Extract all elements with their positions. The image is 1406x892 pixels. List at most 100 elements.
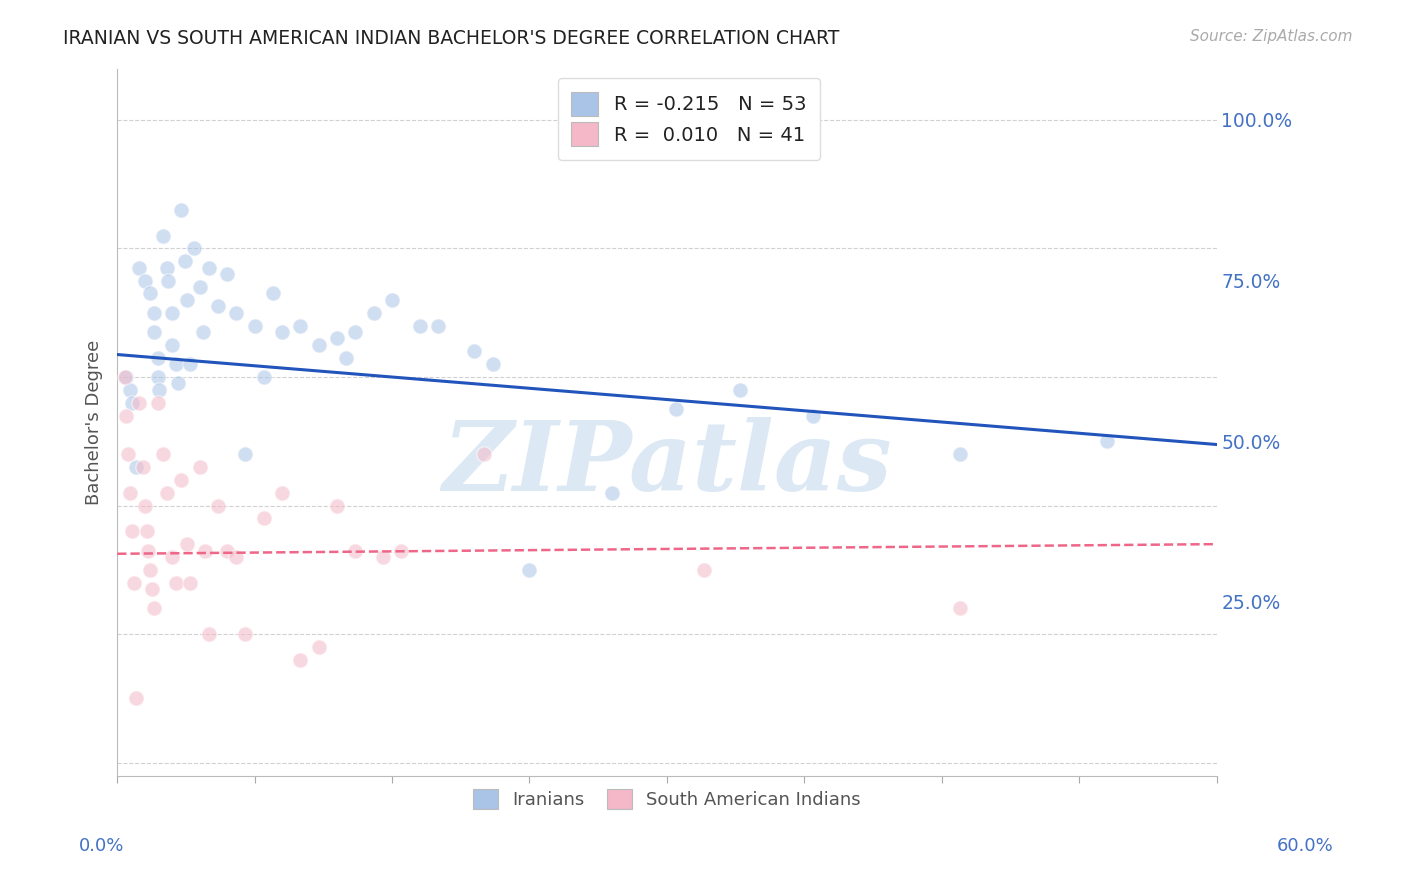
- Point: [335, 351, 357, 365]
- Point: [124, 691, 146, 706]
- Point: [179, 575, 201, 590]
- Point: [118, 485, 141, 500]
- Point: [600, 485, 623, 500]
- Point: [134, 274, 156, 288]
- Point: [692, 563, 714, 577]
- Point: [194, 543, 217, 558]
- Point: [308, 338, 330, 352]
- Point: [1095, 434, 1118, 449]
- Point: [139, 563, 162, 577]
- Point: [141, 582, 163, 596]
- Point: [363, 306, 385, 320]
- Point: [122, 575, 145, 590]
- Point: [253, 511, 276, 525]
- Point: [138, 543, 160, 558]
- Point: [198, 627, 221, 641]
- Point: [156, 485, 179, 500]
- Point: [344, 543, 367, 558]
- Point: [198, 260, 221, 275]
- Point: [243, 318, 266, 333]
- Point: [156, 260, 179, 275]
- Point: [160, 338, 183, 352]
- Point: [271, 325, 294, 339]
- Point: [949, 601, 972, 615]
- Point: [176, 293, 198, 307]
- Point: [170, 202, 193, 217]
- Point: [146, 370, 169, 384]
- Point: [170, 473, 193, 487]
- Point: [803, 409, 825, 423]
- Point: [389, 543, 412, 558]
- Point: [128, 395, 150, 409]
- Point: [519, 563, 541, 577]
- Point: [176, 537, 198, 551]
- Point: [174, 254, 197, 268]
- Point: [482, 357, 505, 371]
- Point: [124, 460, 146, 475]
- Text: ZIPatlas: ZIPatlas: [441, 417, 891, 511]
- Point: [165, 357, 187, 371]
- Point: [290, 318, 312, 333]
- Point: [134, 499, 156, 513]
- Point: [146, 395, 169, 409]
- Point: [160, 306, 183, 320]
- Point: [371, 549, 394, 564]
- Point: [179, 357, 201, 371]
- Point: [142, 325, 165, 339]
- Point: [253, 370, 276, 384]
- Point: [217, 543, 239, 558]
- Point: [146, 351, 169, 365]
- Point: [128, 260, 150, 275]
- Point: [142, 601, 165, 615]
- Point: [217, 267, 239, 281]
- Point: [463, 344, 485, 359]
- Point: [225, 306, 247, 320]
- Point: [262, 286, 284, 301]
- Point: [118, 383, 141, 397]
- Point: [344, 325, 367, 339]
- Point: [115, 370, 138, 384]
- Point: [193, 325, 215, 339]
- Point: [271, 485, 294, 500]
- Point: [472, 447, 495, 461]
- Point: [115, 409, 138, 423]
- Point: [665, 402, 688, 417]
- Point: [949, 447, 972, 461]
- Point: [142, 306, 165, 320]
- Point: [135, 524, 157, 539]
- Point: [225, 549, 247, 564]
- Point: [121, 524, 143, 539]
- Point: [148, 383, 170, 397]
- Point: [157, 274, 180, 288]
- Point: [165, 575, 187, 590]
- Point: [207, 299, 229, 313]
- Text: 0.0%: 0.0%: [79, 837, 124, 855]
- Point: [408, 318, 430, 333]
- Point: [152, 228, 174, 243]
- Legend: Iranians, South American Indians: Iranians, South American Indians: [465, 781, 868, 816]
- Point: [235, 447, 257, 461]
- Point: [326, 499, 349, 513]
- Point: [426, 318, 449, 333]
- Point: [207, 499, 229, 513]
- Point: [728, 383, 751, 397]
- Point: [326, 331, 349, 345]
- Text: IRANIAN VS SOUTH AMERICAN INDIAN BACHELOR'S DEGREE CORRELATION CHART: IRANIAN VS SOUTH AMERICAN INDIAN BACHELO…: [63, 29, 839, 47]
- Point: [132, 460, 155, 475]
- Y-axis label: Bachelor's Degree: Bachelor's Degree: [86, 339, 103, 505]
- Point: [381, 293, 404, 307]
- Point: [308, 640, 330, 654]
- Text: 60.0%: 60.0%: [1277, 837, 1333, 855]
- Point: [166, 376, 188, 391]
- Point: [188, 280, 211, 294]
- Point: [290, 653, 312, 667]
- Point: [117, 447, 139, 461]
- Point: [160, 549, 183, 564]
- Point: [183, 242, 205, 256]
- Point: [139, 286, 162, 301]
- Point: [114, 370, 136, 384]
- Point: [235, 627, 257, 641]
- Point: [121, 395, 143, 409]
- Text: Source: ZipAtlas.com: Source: ZipAtlas.com: [1189, 29, 1353, 44]
- Point: [188, 460, 211, 475]
